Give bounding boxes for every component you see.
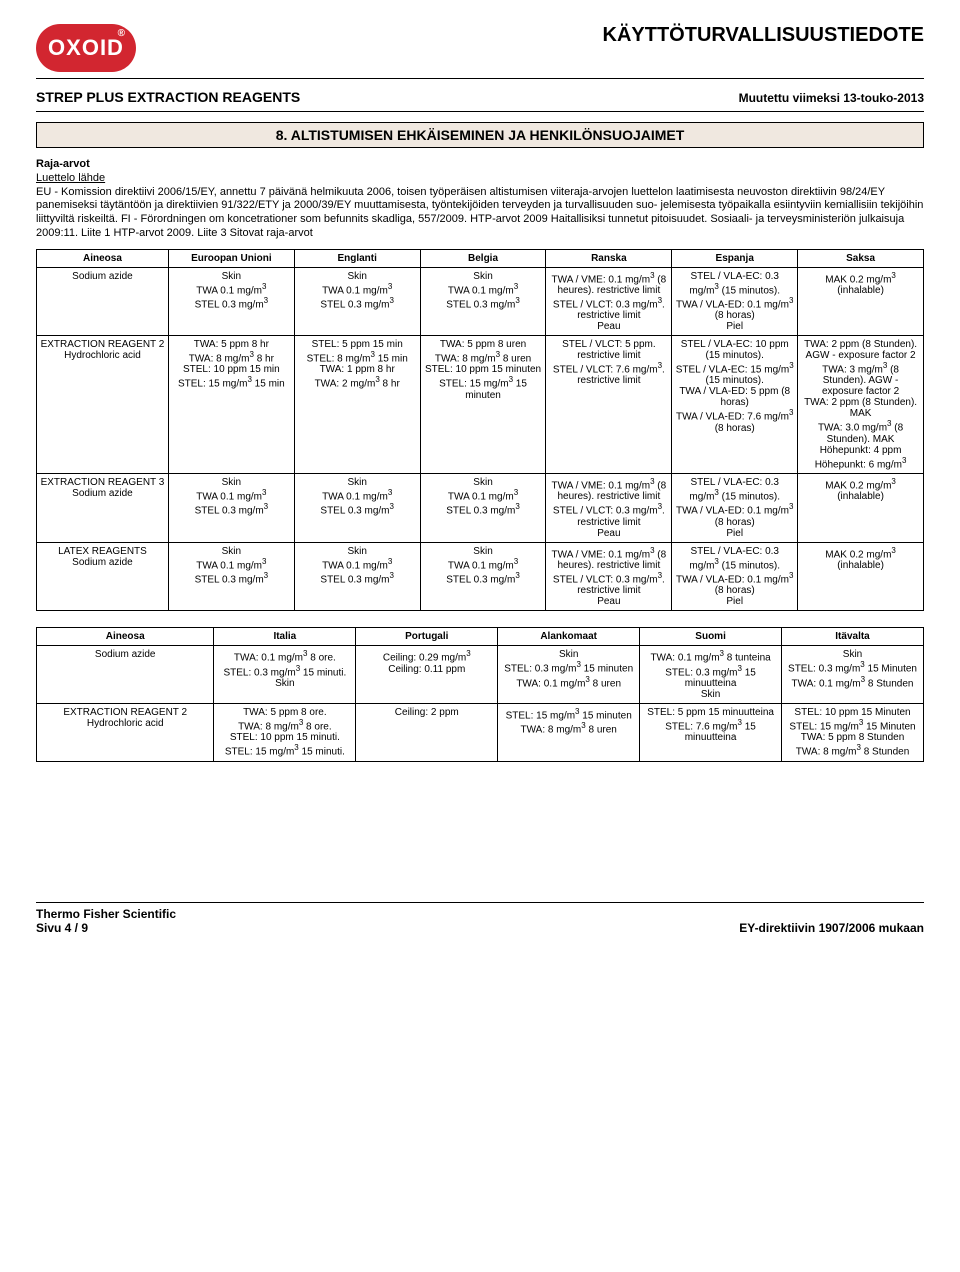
table-header: Alankomaat	[498, 628, 640, 646]
table-header: Belgia	[420, 249, 546, 267]
table-header: Euroopan Unioni	[168, 249, 294, 267]
table-cell: TWA: 5 ppm 8 urenTWA: 8 mg/m3 8 urenSTEL…	[420, 336, 546, 474]
table-cell: LATEX REAGENTSSodium azide	[37, 542, 169, 611]
table-cell: EXTRACTION REAGENT 2Hydrochloric acid	[37, 336, 169, 474]
table-row: Sodium azideSkinTWA 0.1 mg/m3STEL 0.3 mg…	[37, 267, 924, 336]
table-cell: EXTRACTION REAGENT 2Hydrochloric acid	[37, 704, 214, 762]
footer-directive: EY-direktiivin 1907/2006 mukaan	[739, 921, 924, 935]
table-cell: SkinTWA 0.1 mg/m3STEL 0.3 mg/m3	[420, 267, 546, 336]
table-cell: STEL / VLA-EC: 0.3 mg/m3 (15 minutos).TW…	[672, 474, 798, 543]
table-cell: SkinTWA 0.1 mg/m3STEL 0.3 mg/m3	[294, 542, 420, 611]
table-cell: TWA: 2 ppm (8 Stunden). AGW - exposure f…	[798, 336, 924, 474]
table-cell: Sodium azide	[37, 646, 214, 704]
table-cell: STEL: 5 ppm 15 minSTEL: 8 mg/m3 15 minTW…	[294, 336, 420, 474]
table-header: Aineosa	[37, 249, 169, 267]
table-cell: Sodium azide	[37, 267, 169, 336]
table-cell: TWA / VME: 0.1 mg/m3 (8 heures). restric…	[546, 474, 672, 543]
revision-date: Muutettu viimeksi 13-touko-2013	[739, 91, 924, 105]
table-cell: SkinTWA 0.1 mg/m3STEL 0.3 mg/m3	[168, 267, 294, 336]
table-cell: MAK 0.2 mg/m3 (inhalable)	[798, 474, 924, 543]
table-header: Itävalta	[782, 628, 924, 646]
table-cell: MAK 0.2 mg/m3 (inhalable)	[798, 267, 924, 336]
footer-page: Sivu 4 / 9	[36, 921, 88, 935]
table-header: Italia	[214, 628, 356, 646]
table-cell: SkinTWA 0.1 mg/m3STEL 0.3 mg/m3	[294, 474, 420, 543]
product-name: STREP PLUS EXTRACTION REAGENTS	[36, 89, 300, 105]
table-row: EXTRACTION REAGENT 2Hydrochloric acidTWA…	[37, 336, 924, 474]
table-cell: Ceiling: 0.29 mg/m3Ceiling: 0.11 ppm	[356, 646, 498, 704]
divider	[36, 111, 924, 112]
table-cell: STEL / VLA-EC: 10 ppm (15 minutos).STEL …	[672, 336, 798, 474]
table-cell: STEL / VLCT: 5 ppm. restrictive limitSTE…	[546, 336, 672, 474]
table-cell: TWA: 5 ppm 8 hrTWA: 8 mg/m3 8 hrSTEL: 10…	[168, 336, 294, 474]
table-cell: TWA: 0.1 mg/m3 8 tunteinaSTEL: 0.3 mg/m3…	[640, 646, 782, 704]
table-header: Saksa	[798, 249, 924, 267]
table-row: EXTRACTION REAGENT 3Sodium azideSkinTWA …	[37, 474, 924, 543]
table-row: Sodium azideTWA: 0.1 mg/m3 8 ore.STEL: 0…	[37, 646, 924, 704]
table-header: Englanti	[294, 249, 420, 267]
table-cell: TWA: 5 ppm 8 ore.TWA: 8 mg/m3 8 ore.STEL…	[214, 704, 356, 762]
table-cell: TWA: 0.1 mg/m3 8 ore.STEL: 0.3 mg/m3 15 …	[214, 646, 356, 704]
table-cell: STEL / VLA-EC: 0.3 mg/m3 (15 minutos).TW…	[672, 542, 798, 611]
table-header: Portugali	[356, 628, 498, 646]
table-cell: MAK 0.2 mg/m3 (inhalable)	[798, 542, 924, 611]
table-row: LATEX REAGENTSSodium azideSkinTWA 0.1 mg…	[37, 542, 924, 611]
luettelo-label: Luettelo lähde	[36, 172, 105, 184]
divider	[36, 902, 924, 903]
table-header: Suomi	[640, 628, 782, 646]
table-cell: EXTRACTION REAGENT 3Sodium azide	[37, 474, 169, 543]
table-cell: STEL: 15 mg/m3 15 minutenTWA: 8 mg/m3 8 …	[498, 704, 640, 762]
section-8-body: Raja-arvot Luettelo lähde EU - Komission…	[36, 158, 924, 241]
table-cell: SkinTWA 0.1 mg/m3STEL 0.3 mg/m3	[420, 474, 546, 543]
section-8-paragraph: EU - Komission direktiivi 2006/15/EY, an…	[36, 186, 923, 239]
table-cell: SkinSTEL: 0.3 mg/m3 15 MinutenTWA: 0.1 m…	[782, 646, 924, 704]
section-8-title: 8. ALTISTUMISEN EHKÄISEMINEN JA HENKILÖN…	[36, 122, 924, 148]
document-title: KÄYTTÖTURVALLISUUSTIEDOTE	[603, 24, 924, 47]
table-header: Espanja	[672, 249, 798, 267]
table-cell: SkinTWA 0.1 mg/m3STEL 0.3 mg/m3	[168, 542, 294, 611]
table-cell: STEL / VLA-EC: 0.3 mg/m3 (15 minutos).TW…	[672, 267, 798, 336]
exposure-limits-table-2: AineosaItaliaPortugaliAlankomaatSuomiItä…	[36, 627, 924, 761]
logo-text: OXOID	[48, 35, 124, 61]
table-cell: SkinTWA 0.1 mg/m3STEL 0.3 mg/m3	[294, 267, 420, 336]
table-header: Aineosa	[37, 628, 214, 646]
table-cell: STEL: 10 ppm 15 MinutenSTEL: 15 mg/m3 15…	[782, 704, 924, 762]
table-cell: TWA / VME: 0.1 mg/m3 (8 heures). restric…	[546, 542, 672, 611]
table-header: Ranska	[546, 249, 672, 267]
table-cell: TWA / VME: 0.1 mg/m3 (8 heures). restric…	[546, 267, 672, 336]
table-cell: SkinTWA 0.1 mg/m3STEL 0.3 mg/m3	[168, 474, 294, 543]
table-cell: SkinSTEL: 0.3 mg/m3 15 minutenTWA: 0.1 m…	[498, 646, 640, 704]
exposure-limits-table-1: AineosaEuroopan UnioniEnglantiBelgiaRans…	[36, 249, 924, 612]
page-footer: Thermo Fisher Scientific Sivu 4 / 9 EY-d…	[36, 902, 924, 935]
table-cell: SkinTWA 0.1 mg/m3STEL 0.3 mg/m3	[420, 542, 546, 611]
footer-company: Thermo Fisher Scientific	[36, 907, 176, 921]
table-cell: Ceiling: 2 ppm	[356, 704, 498, 762]
raja-arvot-label: Raja-arvot	[36, 158, 90, 170]
divider	[36, 78, 924, 79]
brand-logo: OXOID	[36, 24, 136, 72]
table-row: EXTRACTION REAGENT 2Hydrochloric acidTWA…	[37, 704, 924, 762]
table-cell: STEL: 5 ppm 15 minuutteinaSTEL: 7.6 mg/m…	[640, 704, 782, 762]
